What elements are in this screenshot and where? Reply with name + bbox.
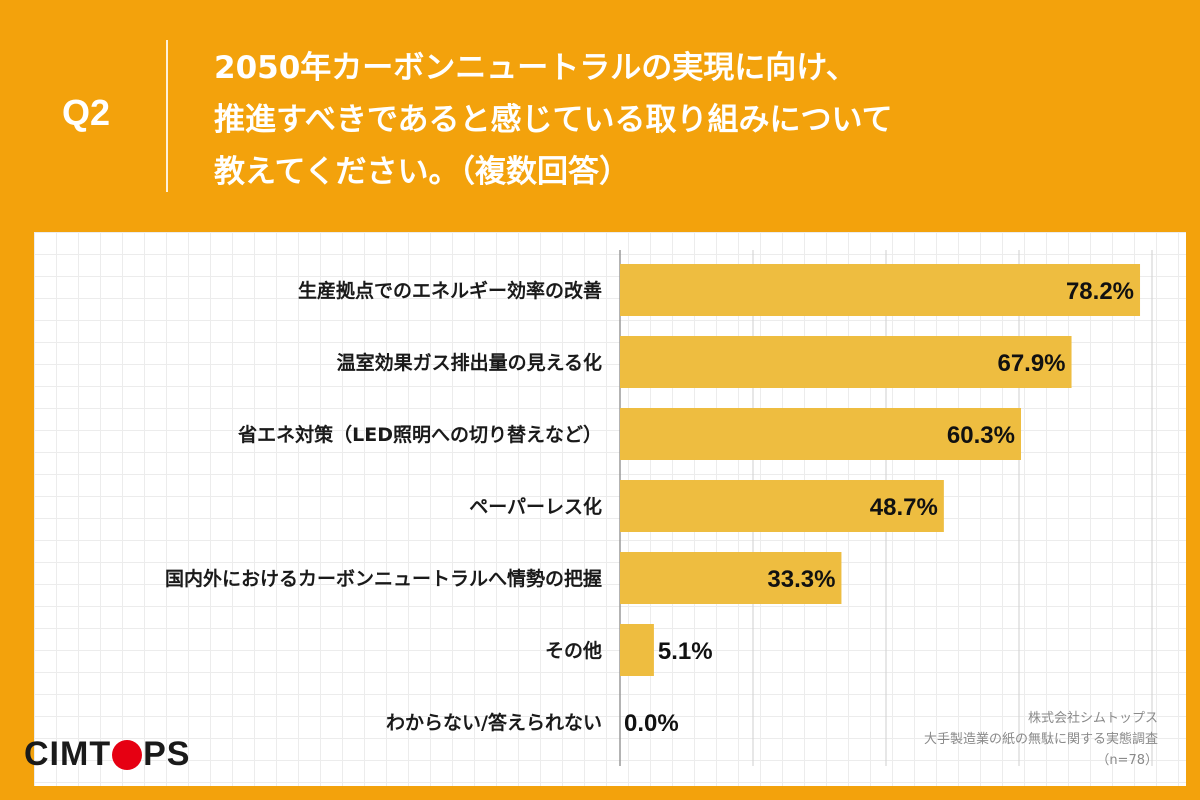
bar: [620, 480, 944, 532]
bar: [620, 408, 1021, 460]
value-label: 67.9%: [997, 350, 1065, 377]
value-label: 0.0%: [624, 710, 679, 737]
bar: [620, 624, 654, 676]
value-label: 60.3%: [947, 422, 1015, 449]
logo-red-circle: [112, 739, 143, 770]
bar: [620, 336, 1072, 388]
value-label: 5.1%: [658, 638, 713, 665]
question-title-line: 2050年カーボンニュートラルの実現に向け、: [214, 50, 857, 86]
category-label: 生産拠点でのエネルギー効率の改善: [298, 279, 602, 302]
bar: [620, 552, 842, 604]
category-label: その他: [545, 639, 602, 662]
source-survey: 大手製造業の紙の無駄に関する実態調査: [923, 732, 1158, 747]
category-label: ペーパーレス化: [469, 495, 602, 518]
category-label: 温室効果ガス排出量の見える化: [337, 351, 602, 374]
logo-text-start: CIMT: [24, 735, 112, 773]
bar-chart: 生産拠点でのエネルギー効率の改善 78.2% 温室効果ガス排出量の見える化 67.9%…: [165, 250, 1153, 766]
question-title-line: 推進すべきであると感じている取り組みについて: [214, 102, 893, 138]
header-divider: [166, 40, 168, 192]
category-label: 国内外におけるカーボンニュートラルへ情勢の把握: [165, 567, 602, 590]
value-label: 33.3%: [767, 566, 835, 593]
source-company: 株式会社シムトップス: [1027, 711, 1158, 726]
cimtops-logo: CIMT PS: [24, 735, 190, 774]
value-label: 48.7%: [870, 494, 938, 521]
category-label: 省エネ対策（LED照明への切り替えなど）: [237, 423, 602, 446]
value-label: 78.2%: [1066, 278, 1134, 305]
chart-panel: 生産拠点でのエネルギー効率の改善 78.2% 温室効果ガス排出量の見える化 67.9%…: [34, 232, 1186, 786]
category-label: わからない/答えられない: [386, 711, 602, 734]
source-sample: （n=78）: [1096, 753, 1158, 768]
question-title: 2050年カーボンニュートラルの実現に向け、 推進すべきであると感じている取り組…: [214, 42, 1114, 198]
bar: [620, 264, 1141, 316]
logo-text-end: PS: [143, 735, 191, 773]
question-number: Q2: [62, 92, 111, 133]
question-header: Q2 2050年カーボンニュートラルの実現に向け、 推進すべきであると感じている…: [0, 0, 1200, 230]
source-note: 株式会社シムトップス 大手製造業の紙の無駄に関する実態調査 （n=78）: [924, 708, 1158, 771]
question-title-line: 教えてください。（複数回答）: [214, 154, 631, 190]
